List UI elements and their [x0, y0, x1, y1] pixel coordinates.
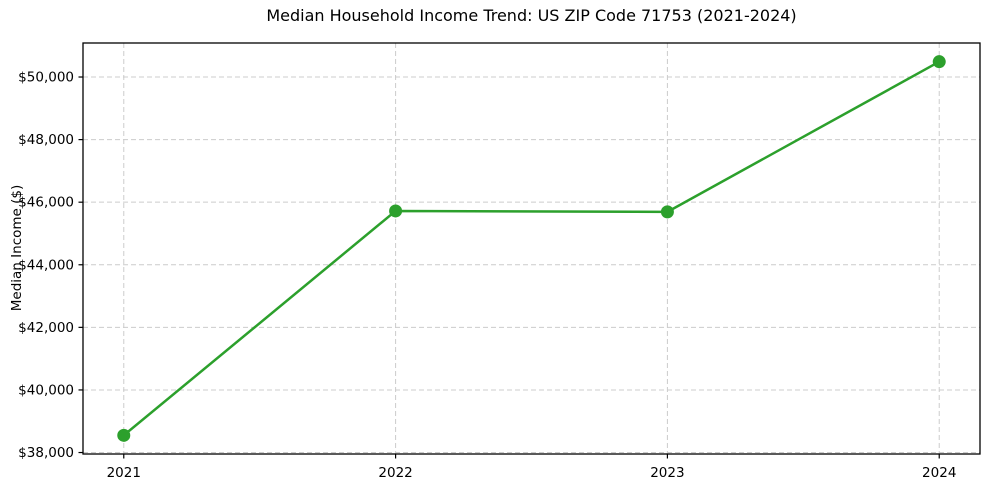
y-tick-label: $50,000 [18, 70, 74, 86]
chart-title: Median Household Income Trend: US ZIP Co… [266, 6, 797, 25]
x-tick-label: 2024 [922, 465, 956, 481]
y-tick-label: $42,000 [18, 320, 74, 336]
data-point [660, 205, 674, 219]
y-tick-label: $40,000 [18, 382, 74, 398]
y-axis-label: Median Income ($) [9, 184, 25, 312]
x-tick-label: 2023 [650, 465, 684, 481]
y-tick-label: $38,000 [18, 445, 74, 461]
x-tick-label: 2022 [378, 465, 412, 481]
y-tick-label: $44,000 [18, 257, 74, 273]
data-point [932, 55, 946, 69]
data-point [389, 204, 403, 218]
y-tick-label: $46,000 [18, 195, 74, 211]
y-tick-label: $48,000 [18, 132, 74, 148]
data-point [117, 428, 131, 442]
data-line [122, 60, 941, 437]
x-tick-label: 2021 [107, 465, 141, 481]
axes-frame [82, 42, 981, 455]
